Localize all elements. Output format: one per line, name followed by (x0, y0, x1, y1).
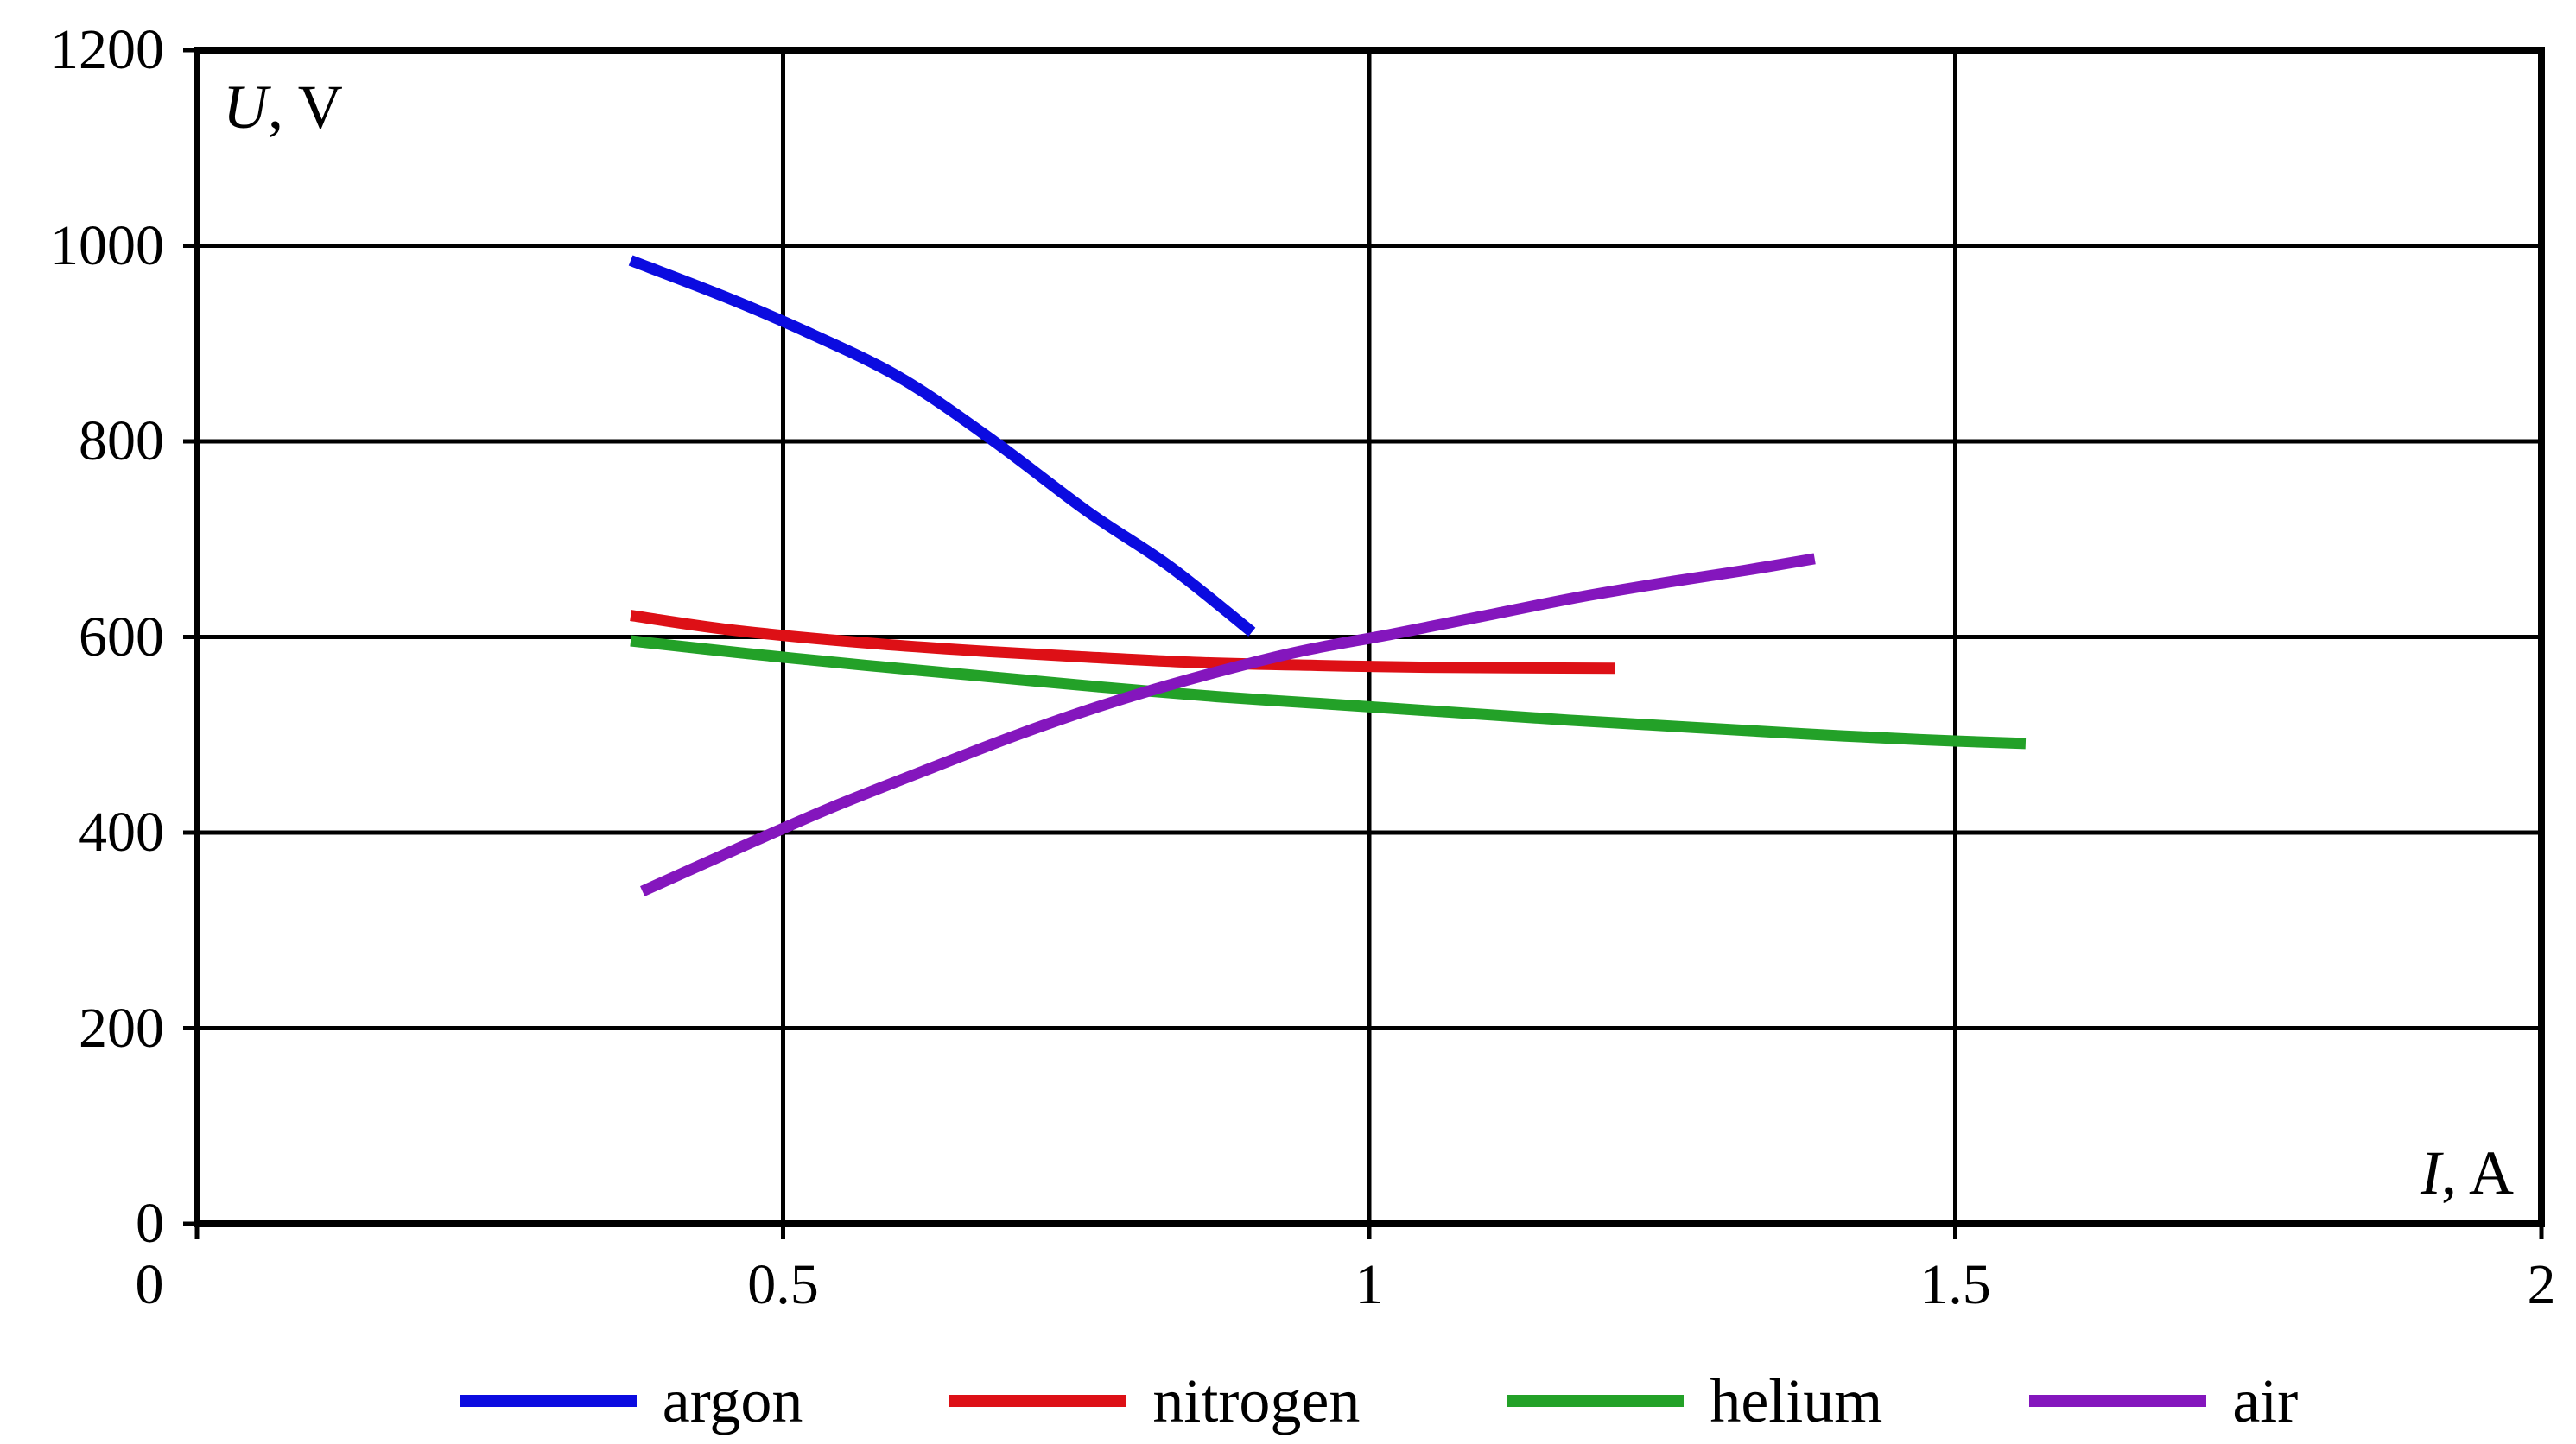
x-tick-label: 0 (135, 1253, 164, 1316)
legend-label: helium (1710, 1366, 1883, 1435)
legend-item-argon: argon (459, 1366, 803, 1435)
curve-air (640, 553, 1816, 896)
x-tick-label: 1.5 (1919, 1253, 1991, 1316)
legend-item-nitrogen: nitrogen (949, 1366, 1360, 1435)
legend-label: air (2232, 1366, 2299, 1435)
y-axis-label: U, V (223, 76, 343, 138)
x-tick-label: 1 (1355, 1253, 1384, 1316)
y-tick-label: 0 (136, 1192, 164, 1255)
curve-argon (628, 255, 1256, 636)
legend-label: nitrogen (1152, 1366, 1361, 1435)
y-tick-label: 1000 (50, 213, 164, 277)
y-tick-label: 200 (79, 996, 164, 1060)
curve-helium (630, 635, 2027, 750)
plot-border (194, 47, 2545, 1227)
x-axis-variable: I (2420, 1138, 2441, 1207)
legend-line-swatch-argon (459, 1395, 637, 1407)
x-tick-label: 2 (2527, 1253, 2556, 1316)
legend-line-swatch-air (2029, 1395, 2207, 1407)
x-axis-unit: , A (2440, 1138, 2514, 1207)
legend-line-swatch-nitrogen (949, 1395, 1127, 1407)
y-axis-unit: , V (268, 73, 343, 142)
x-axis-label: I, A (2421, 1142, 2514, 1204)
legend-item-air: air (2029, 1366, 2298, 1435)
legend-label: argon (662, 1366, 803, 1435)
y-axis-variable: U (223, 73, 268, 142)
legend: argon nitrogen helium air (0, 1358, 2576, 1444)
x-tick-label: 0.5 (747, 1253, 819, 1316)
legend-item-helium: helium (1507, 1366, 1882, 1435)
y-tick-label: 1200 (50, 18, 164, 81)
y-tick-label: 800 (79, 409, 164, 472)
y-tick-label: 400 (79, 801, 164, 864)
legend-line-swatch-helium (1507, 1395, 1685, 1407)
y-tick-label: 600 (79, 605, 164, 668)
curve-nitrogen (630, 610, 1616, 674)
